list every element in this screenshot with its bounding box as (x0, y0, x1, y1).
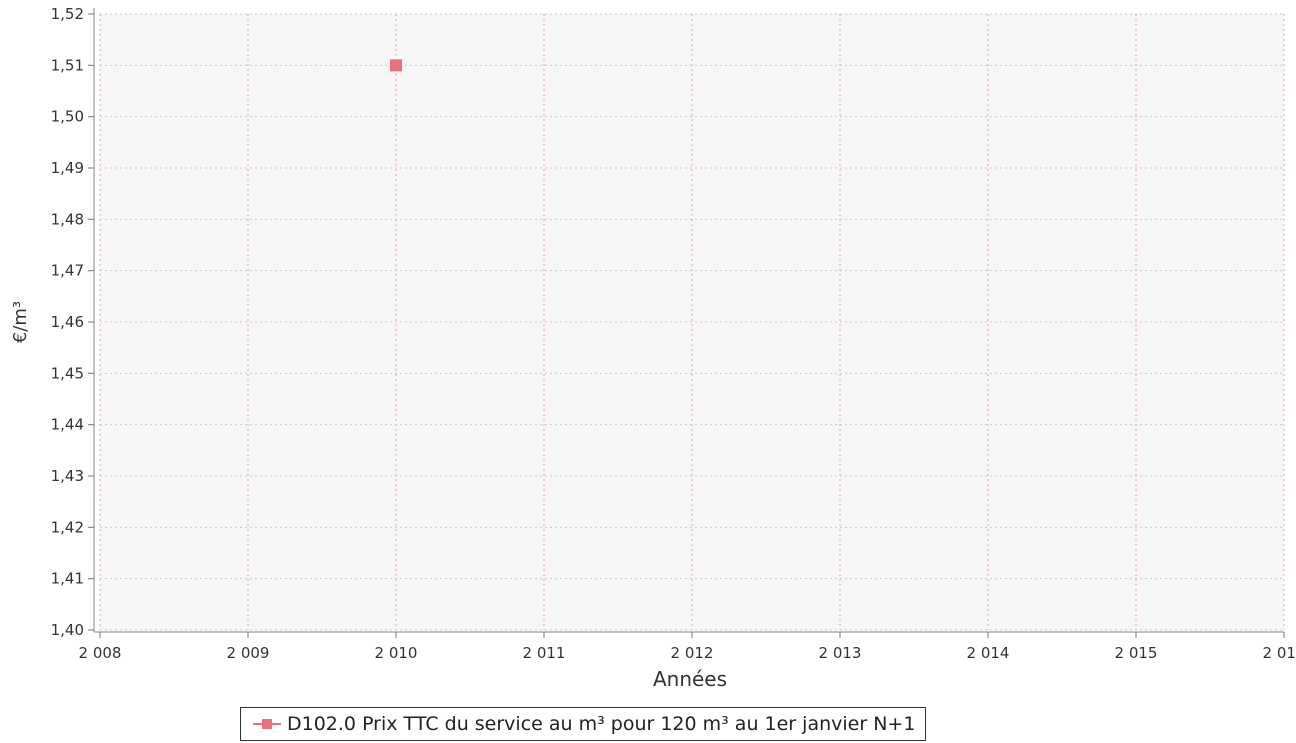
x-tick-label: 2 013 (819, 644, 862, 662)
y-tick-label: 1,40 (51, 621, 84, 639)
y-tick-label: 1,41 (51, 570, 84, 588)
x-axis-label: Années (653, 667, 727, 691)
y-tick-label: 1,51 (51, 56, 84, 74)
y-tick-label: 1,43 (51, 467, 84, 485)
y-tick-label: 1,50 (51, 108, 84, 126)
y-tick-label: 1,46 (51, 313, 84, 331)
x-tick-label: 2 015 (1115, 644, 1158, 662)
x-tick-label: 2 008 (79, 644, 122, 662)
x-ticks: 2 008 2 009 2 010 2 011 2 012 2 013 2 014 2 015… (79, 632, 1296, 662)
x-tick-label: 2 011 (523, 644, 566, 662)
axes (93, 8, 1284, 633)
x-tick-label: 2 009 (227, 644, 270, 662)
y-tick-label: 1,44 (51, 416, 84, 434)
y-tick-label: 1,42 (51, 518, 84, 536)
grid (99, 13, 1285, 631)
x-tick-label: 2 016 (1263, 644, 1296, 662)
legend: D102.0 Prix TTC du service au m³ pour 12… (240, 707, 927, 741)
data-point (390, 59, 402, 72)
y-ticks: 1,40 1,41 1,42 1,43 1,44 1,45 1,46 1,47 1,48 1,49… (51, 5, 94, 639)
x-tick-label: 2 012 (671, 644, 714, 662)
x-tick-label: 2 010 (375, 644, 418, 662)
y-axis-label: €/m³ (10, 301, 31, 343)
y-tick-label: 1,45 (51, 364, 84, 382)
y-tick-label: 1,47 (51, 262, 84, 280)
y-tick-label: 1,48 (51, 210, 84, 228)
legend-marker-icon (253, 717, 281, 731)
data-marks (390, 59, 402, 72)
legend-label: D102.0 Prix TTC du service au m³ pour 12… (287, 713, 916, 735)
y-tick-label: 1,52 (51, 5, 84, 23)
y-tick-label: 1,49 (51, 159, 84, 177)
x-tick-label: 2 014 (967, 644, 1010, 662)
